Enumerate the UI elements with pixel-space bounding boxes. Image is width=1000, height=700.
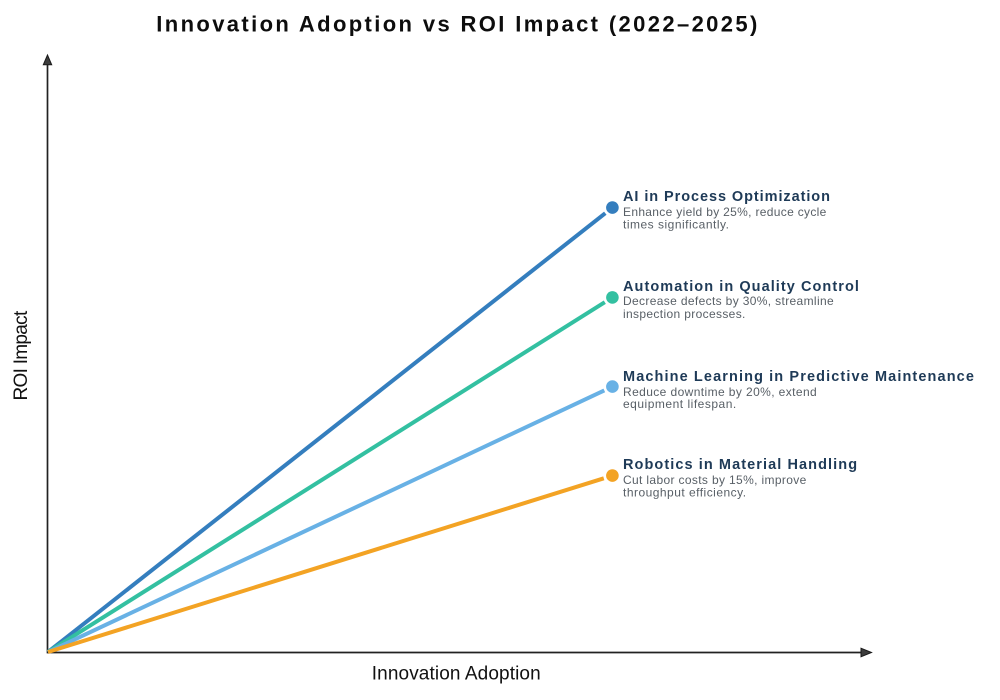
svg-text:Decrease defects by 30%, strea: Decrease defects by 30%, streamline bbox=[623, 294, 834, 308]
svg-text:Robotics in Material Handling: Robotics in Material Handling bbox=[623, 457, 858, 473]
svg-text:Cut labor costs by 15%, improv: Cut labor costs by 15%, improve bbox=[623, 473, 807, 487]
svg-text:equipment lifespan.: equipment lifespan. bbox=[623, 397, 737, 411]
svg-text:Enhance yield by 25%, reduce c: Enhance yield by 25%, reduce cycle bbox=[623, 205, 827, 219]
svg-text:throughput efficiency.: throughput efficiency. bbox=[623, 486, 747, 500]
svg-text:AI in Process Optimization: AI in Process Optimization bbox=[623, 189, 831, 205]
svg-text:Automation in Quality Control: Automation in Quality Control bbox=[623, 279, 860, 295]
svg-text:Reduce downtime by 20%, extend: Reduce downtime by 20%, extend bbox=[623, 385, 817, 399]
svg-text:times significantly.: times significantly. bbox=[623, 218, 729, 232]
svg-text:Machine Learning in Predictive: Machine Learning in Predictive Maintenan… bbox=[623, 369, 975, 385]
svg-text:inspection processes.: inspection processes. bbox=[623, 307, 746, 321]
svg-text:ROI Impact: ROI Impact bbox=[11, 310, 32, 400]
svg-text:Innovation Adoption vs ROI Imp: Innovation Adoption vs ROI Impact (2022–… bbox=[156, 11, 759, 36]
svg-text:Innovation Adoption: Innovation Adoption bbox=[372, 663, 541, 684]
